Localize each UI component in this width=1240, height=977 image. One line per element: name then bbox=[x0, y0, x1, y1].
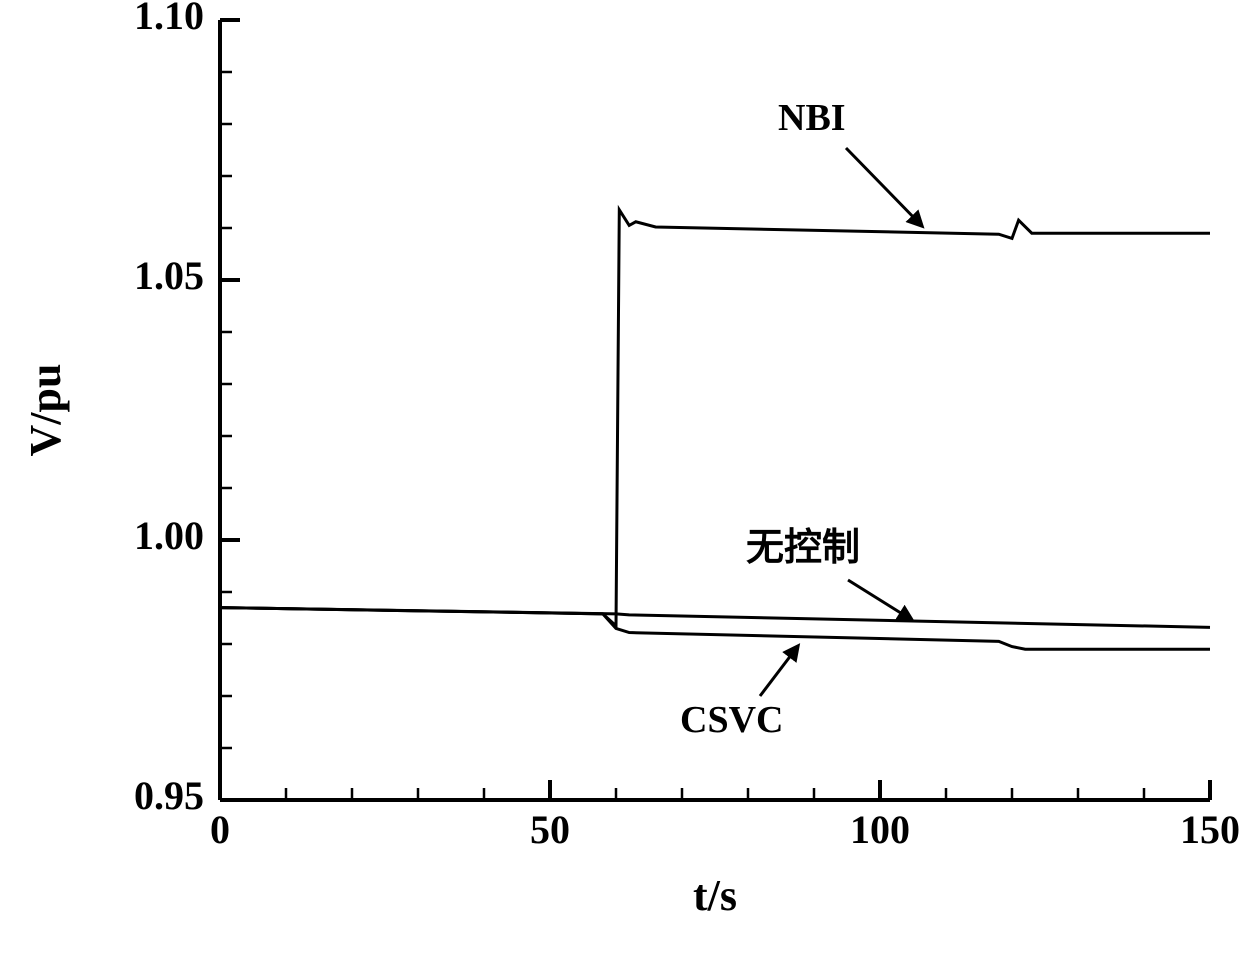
x-tick-label: 150 bbox=[1180, 807, 1240, 852]
chart-container: 0 50 100 150 0.95 1.00 1.05 1.10 t/s V/pu NBI 无控制 CS… bbox=[0, 0, 1240, 977]
series-NBI bbox=[220, 210, 1210, 626]
x-tick-label: 50 bbox=[530, 807, 570, 852]
y-tick-label: 1.05 bbox=[134, 253, 204, 298]
x-tick-label: 0 bbox=[210, 807, 230, 852]
y-tick-label: 0.95 bbox=[134, 773, 204, 818]
y-tick-label: 1.10 bbox=[134, 0, 204, 38]
series-label-CSVC: CSVC bbox=[680, 699, 783, 741]
pointer-CSVC bbox=[760, 646, 798, 696]
series-label-no_control: 无控制 bbox=[746, 527, 860, 569]
pointer-NBI bbox=[846, 148, 922, 226]
series-label-NBI: NBI bbox=[778, 97, 846, 139]
y-tick-label: 1.00 bbox=[134, 513, 204, 558]
pointer-no_control bbox=[848, 580, 912, 620]
voltage-time-chart: 0 50 100 150 0.95 1.00 1.05 1.10 t/s V/pu NBI 无控制 CS… bbox=[0, 0, 1240, 977]
x-tick-label: 100 bbox=[850, 807, 910, 852]
x-axis-title: t/s bbox=[693, 871, 737, 920]
y-axis-title: V/pu bbox=[21, 364, 70, 457]
series-CSVC bbox=[220, 608, 1210, 650]
